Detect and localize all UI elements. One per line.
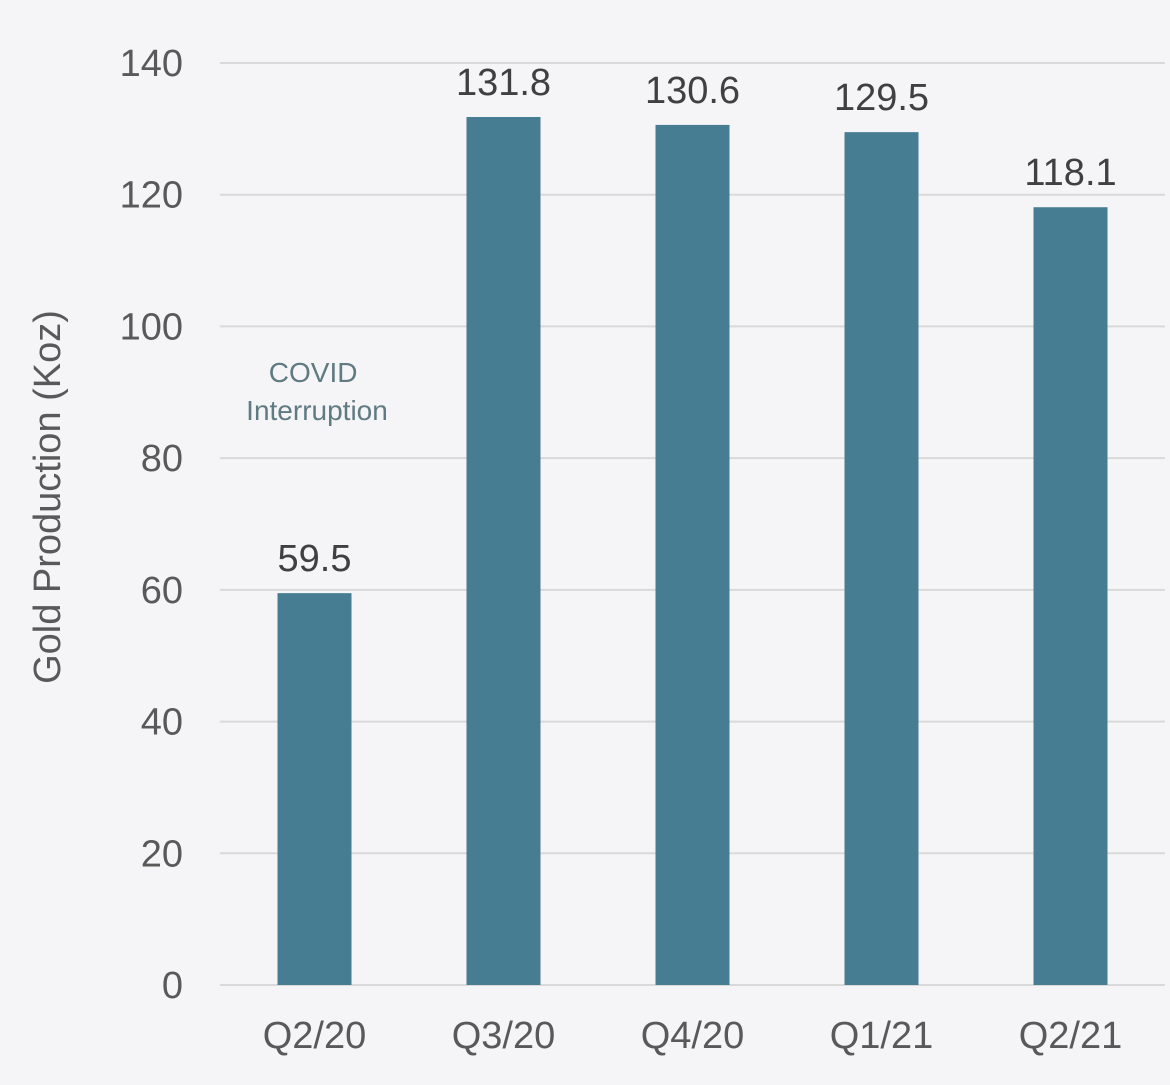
y-tick-label: 120 [120, 175, 183, 217]
y-tick-label: 40 [141, 702, 183, 744]
y-tick-label: 140 [120, 43, 183, 85]
x-tick-label: Q3/20 [452, 1015, 556, 1057]
x-tick-label: Q2/20 [263, 1015, 367, 1057]
data-label: 59.5 [278, 538, 352, 580]
data-label: 118.1 [1024, 152, 1116, 194]
annotation-line-1: COVID [269, 357, 358, 388]
bar-q3-20 [466, 117, 541, 985]
covid-annotation: COVID Interruption [246, 357, 388, 426]
y-axis-ticks: 0 20 40 60 80 100 120 140 [120, 43, 183, 1007]
y-tick-label: 60 [141, 570, 183, 612]
y-tick-label: 80 [141, 438, 183, 480]
data-label: 130.6 [645, 70, 740, 112]
data-labels: 59.5 131.8 130.6 129.5 118.1 [278, 62, 1117, 580]
annotation-line-2: Interruption [246, 395, 388, 426]
y-axis-title: Gold Production (Koz) [27, 310, 69, 684]
bar-q2-21 [1033, 207, 1108, 985]
x-tick-label: Q2/21 [1019, 1015, 1123, 1057]
data-label: 131.8 [456, 62, 551, 104]
bars [277, 117, 1108, 986]
x-tick-label: Q1/21 [830, 1015, 934, 1057]
bar-q4-20 [655, 124, 730, 986]
y-tick-label: 20 [141, 833, 183, 875]
bar-q1-21 [844, 132, 919, 985]
x-axis-ticks: Q2/20 Q3/20 Q4/20 Q1/21 Q2/21 [263, 1015, 1123, 1057]
x-tick-label: Q4/20 [641, 1015, 745, 1057]
bar-q2-20 [277, 593, 352, 985]
y-tick-label: 100 [120, 306, 183, 348]
data-label: 129.5 [834, 77, 929, 119]
y-tick-label: 0 [162, 965, 183, 1007]
